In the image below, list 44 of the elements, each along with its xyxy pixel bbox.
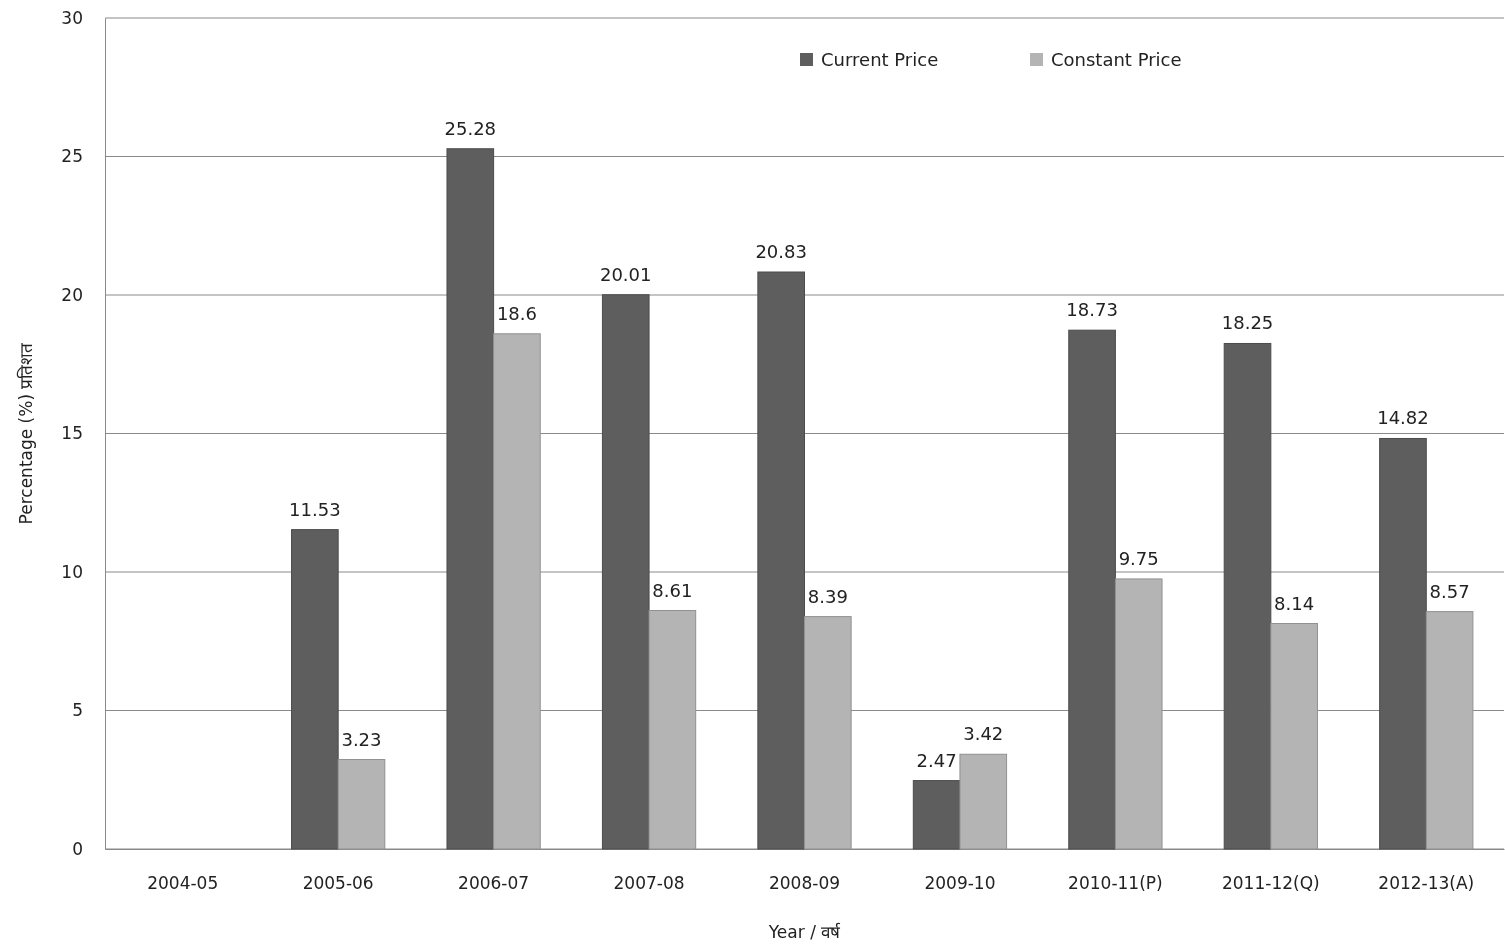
x-tick-label: 2012-13(A): [1378, 873, 1475, 894]
data-label: 18.25: [1221, 312, 1274, 334]
bar: [1379, 437, 1427, 850]
data-label: 9.75: [1118, 547, 1159, 569]
data-label: 8.57: [1429, 580, 1470, 602]
bar: [601, 294, 650, 850]
data-label: 25.28: [444, 117, 497, 139]
data-label: 20.83: [755, 241, 807, 263]
y-tick-label: 15: [61, 423, 83, 444]
x-tick-label: 2010-11(P): [1068, 873, 1163, 894]
legend-label: Constant Price: [1051, 49, 1182, 70]
data-label: 20.01: [599, 263, 652, 285]
y-tick-label: 25: [61, 146, 83, 167]
bar: [912, 780, 961, 850]
bar: [446, 148, 495, 850]
y-axis-title: Percentage (%) प्रतिशत: [16, 342, 36, 525]
data-label: 18.73: [1066, 299, 1118, 321]
data-label: 8.14: [1274, 592, 1315, 614]
x-tick-label: 2007-08: [613, 873, 685, 894]
x-tick-label: 2008-09: [768, 873, 841, 894]
y-tick-label: 10: [61, 561, 83, 582]
bar: [1068, 329, 1116, 850]
data-label: 8.61: [652, 579, 693, 601]
data-label: 3.23: [341, 728, 382, 750]
bar: [291, 529, 339, 850]
data-label: 14.82: [1377, 407, 1429, 429]
data-label: 18.6: [496, 302, 537, 324]
data-label: 11.53: [289, 498, 341, 520]
y-tick-label: 30: [61, 7, 83, 28]
y-tick-label: 0: [72, 838, 83, 859]
x-tick-label: 2005-06: [302, 873, 374, 894]
legend-label: Current Price: [821, 49, 939, 70]
data-label: 3.42: [963, 723, 1004, 745]
x-tick-label: 2011-12(Q): [1221, 873, 1320, 894]
y-tick-label: 20: [61, 284, 83, 305]
x-axis-title: Year / वर्ष: [767, 922, 842, 942]
data-label: 8.39: [807, 585, 848, 607]
x-tick-label: 2006-07: [458, 873, 530, 894]
bar: [1223, 342, 1272, 850]
x-tick-label: 2009-10: [924, 873, 996, 894]
bar: [757, 271, 805, 850]
y-tick-label: 5: [72, 700, 83, 721]
x-tick-label: 2004-05: [147, 873, 219, 894]
data-label: 2.47: [916, 749, 957, 771]
